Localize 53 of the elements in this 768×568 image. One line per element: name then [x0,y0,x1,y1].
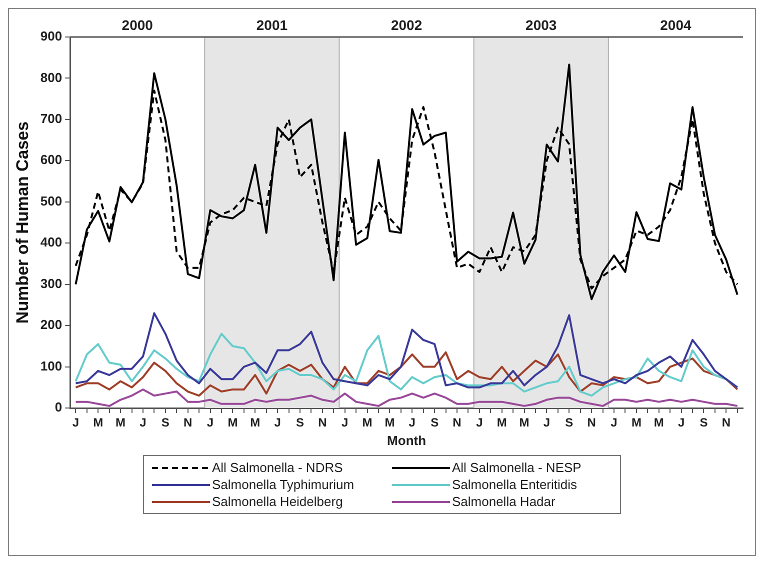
x-tick-label: M [519,416,530,430]
legend-label: Salmonella Hadar [452,494,556,509]
x-tick-label: M [116,416,126,430]
x-tick-label: S [700,416,708,430]
x-tick-label: N [722,416,731,430]
y-tick-label: 100 [40,358,62,374]
text: 2004 [660,16,692,33]
y-tick-label: 800 [40,70,62,85]
x-tick-label: M [250,416,260,430]
x-tick-label: N [587,416,596,430]
x-tick-label: M [362,416,372,430]
legend-label: All Salmonella - NDRS [212,460,343,475]
y-tick-label: 500 [40,193,62,208]
x-tick-label: M [384,416,395,430]
x-tick-label: J [678,416,685,430]
y-tick-label: 0 [54,400,62,415]
text: 2002 [390,16,422,33]
x-tick-label: J [140,416,146,430]
y-tick-label: 300 [40,276,62,291]
y-tick-label: 700 [40,111,62,126]
legend-label: All Salmonella - NESP [452,460,582,475]
x-tick-label: N [318,416,327,430]
x-tick-label: M [631,416,642,430]
y-tick-label: 400 [40,234,62,250]
legend-label: Salmonella Enteritidis [452,477,578,492]
y-tick-label: 900 [40,28,62,44]
y-tick-label: 600 [40,152,62,168]
legend-label: Salmonella Heidelberg [212,494,343,509]
y-tick-label: 200 [40,317,62,332]
y-axis-title: Number of Human Cases [12,121,32,324]
x-tick-label: J [342,416,348,430]
x-tick-label: N [452,416,462,430]
x-tick-label: J [543,416,550,430]
x-axis-title: Month [387,432,426,448]
x-tick-label: J [72,416,80,430]
x-tick-label: J [274,416,281,430]
x-tick-label: M [93,416,104,430]
text: 2003 [526,16,557,33]
x-tick-label: M [496,416,507,430]
x-tick-label: J [476,416,483,430]
x-tick-label: M [654,416,664,430]
x-tick-label: N [184,416,192,430]
x-tick-label: S [565,416,574,430]
text: 2000 [122,16,154,33]
text: 2001 [256,16,288,33]
x-tick-label: S [296,416,304,430]
x-tick-label: J [408,416,416,430]
x-tick-label: S [161,416,170,430]
x-tick-label: M [228,416,238,430]
x-tick-label: S [430,416,439,430]
legend-label: Salmonella Typhimurium [212,477,354,492]
x-tick-label: J [610,416,618,430]
x-tick-label: J [206,416,214,430]
